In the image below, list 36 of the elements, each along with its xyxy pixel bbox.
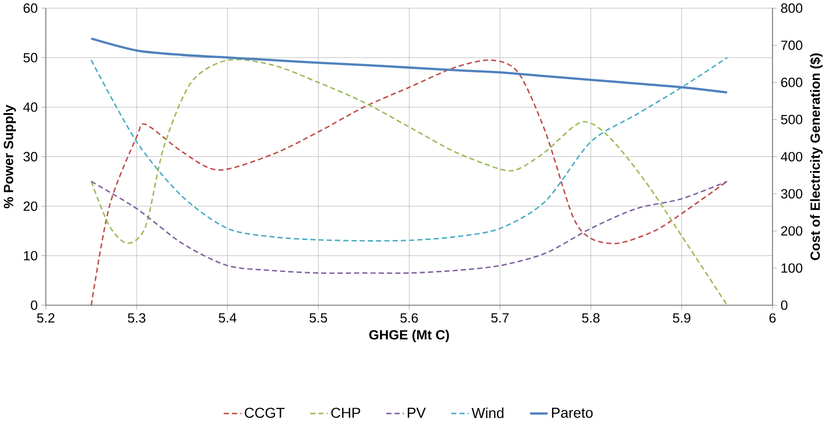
- y-tick-label: 0: [30, 300, 38, 310]
- y2-tick-label: 600: [781, 78, 802, 88]
- y2-axis-title: Cost of Electricity Generation ($): [810, 54, 823, 260]
- x-axis-title: GHGE (Mt C): [369, 330, 449, 342]
- legend-label: Wind: [472, 408, 504, 418]
- legend-label: CHP: [331, 408, 360, 418]
- y-tick-label: 40: [23, 102, 38, 112]
- legend-label: PV: [408, 408, 426, 418]
- y-tick-label: 50: [23, 53, 38, 63]
- x-tick-label: 5.8: [582, 313, 600, 323]
- y2-tick-label: 0: [781, 300, 788, 310]
- y2-tick-label: 800: [781, 4, 802, 14]
- y-tick-label: 30: [23, 152, 38, 162]
- x-tick-label: 5.5: [310, 313, 328, 323]
- y-tick-label: 20: [24, 202, 38, 212]
- y2-tick-label: 500: [781, 114, 802, 124]
- y2-tick-label: 700: [781, 40, 802, 50]
- legend-label: Pareto: [552, 408, 593, 418]
- line-series: [90, 38, 728, 94]
- x-tick-label: 5.4: [218, 313, 236, 323]
- x-tick-label: 6: [769, 313, 776, 323]
- y-axis-title: % Power Supply: [3, 104, 16, 208]
- y-tick-label: 60: [24, 4, 38, 14]
- y2-tick-label: 300: [781, 189, 802, 199]
- x-tick-label: 5.9: [672, 313, 690, 323]
- y-tick-label: 10: [24, 251, 38, 261]
- line-series: [90, 180, 728, 274]
- x-tick-label: 5.3: [128, 313, 146, 323]
- y2-tick-label: 100: [782, 264, 802, 273]
- y2-tick-label: 400: [780, 152, 802, 162]
- y2-tick-label: 200: [781, 226, 802, 236]
- legend-label: CCGT: [244, 408, 285, 418]
- line-series: [90, 57, 728, 242]
- x-tick-label: 5.6: [400, 313, 418, 323]
- x-tick-label: 5.7: [491, 313, 509, 323]
- x-tick-label: 5.2: [37, 313, 54, 323]
